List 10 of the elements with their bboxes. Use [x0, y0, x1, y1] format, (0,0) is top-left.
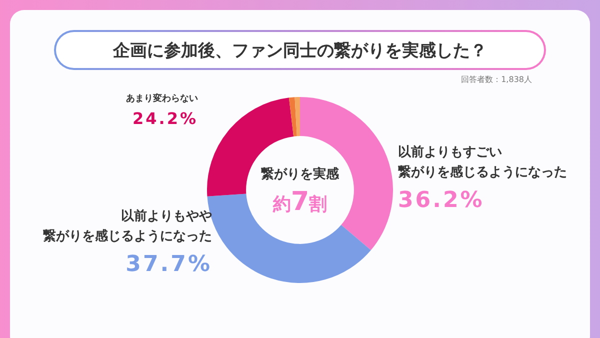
slice-label: あまり変わらない: [126, 93, 198, 106]
text: 繋がりを実感: [260, 166, 340, 183]
slice-label: 以前よりもすごい繋がりを感じるようになった: [398, 144, 567, 182]
text: 約7割: [272, 187, 328, 217]
slice-label: 以前よりもやや繋がりを感じるようになった: [43, 208, 212, 246]
data-label: 36.2%: [398, 188, 486, 213]
data-label: 37.7%: [124, 252, 212, 277]
chart-title: 企画に参加後、ファン同士の繋がりを実感した？: [56, 32, 544, 68]
data-label: 24.2%: [131, 108, 198, 128]
text: 回答者数：1,838人: [461, 74, 532, 85]
